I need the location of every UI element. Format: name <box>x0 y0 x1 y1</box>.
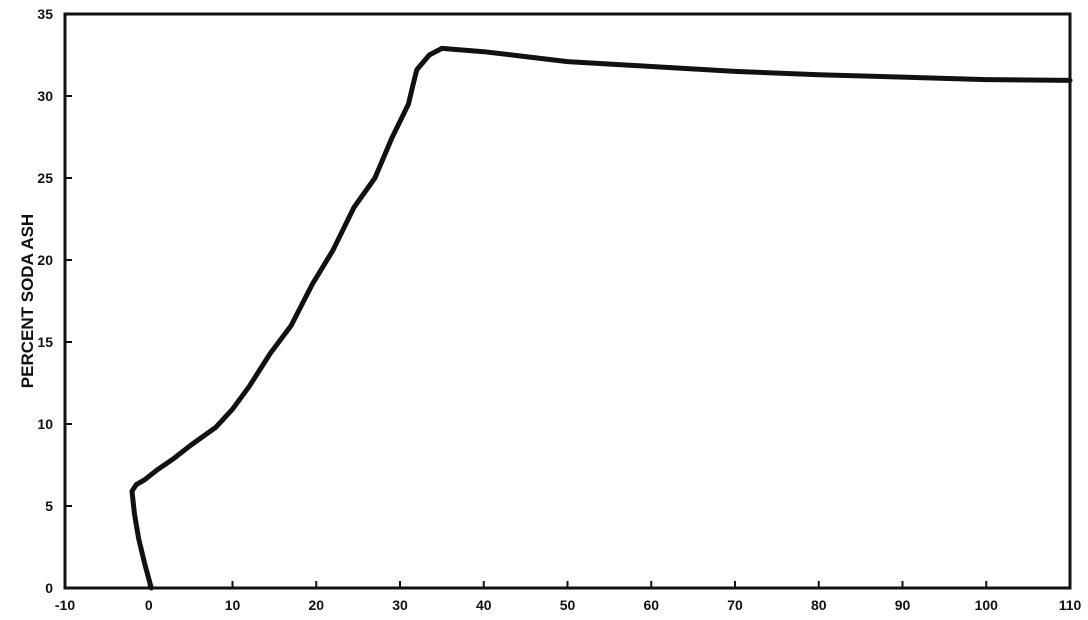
y-tick-label: 0 <box>45 580 53 596</box>
y-tick-label: 10 <box>37 416 53 432</box>
y-axis-label: PERCENT SODA ASH <box>18 214 37 388</box>
x-tick-label: 20 <box>308 597 324 613</box>
y-tick-label: 25 <box>37 170 53 186</box>
x-tick-label: 60 <box>643 597 659 613</box>
y-tick-label: 20 <box>37 252 53 268</box>
x-tick-label: 100 <box>975 597 999 613</box>
plot-area <box>63 12 1072 590</box>
y-tick-label: 5 <box>45 498 53 514</box>
x-axis-ticks: -10 0 10 20 30 40 50 60 70 80 90 100 110 <box>55 581 1082 613</box>
x-tick-label: 0 <box>145 597 153 613</box>
y-tick-label: 30 <box>37 88 53 104</box>
series-line <box>129 45 1073 591</box>
y-axis-ticks: 0 5 10 15 20 25 30 35 <box>37 6 72 596</box>
series-layer <box>129 45 1073 591</box>
x-tick-label: 10 <box>225 597 241 613</box>
x-tick-label: 70 <box>727 597 743 613</box>
x-tick-label: 110 <box>1059 597 1082 613</box>
x-tick-label: 40 <box>476 597 492 613</box>
x-tick-label: 30 <box>392 597 408 613</box>
x-tick-label: 90 <box>895 597 911 613</box>
x-tick-label: -10 <box>55 597 75 613</box>
y-tick-label: 15 <box>37 334 53 350</box>
x-tick-label: 80 <box>811 597 827 613</box>
x-tick-label: 50 <box>560 597 576 613</box>
y-tick-label: 35 <box>37 6 53 22</box>
